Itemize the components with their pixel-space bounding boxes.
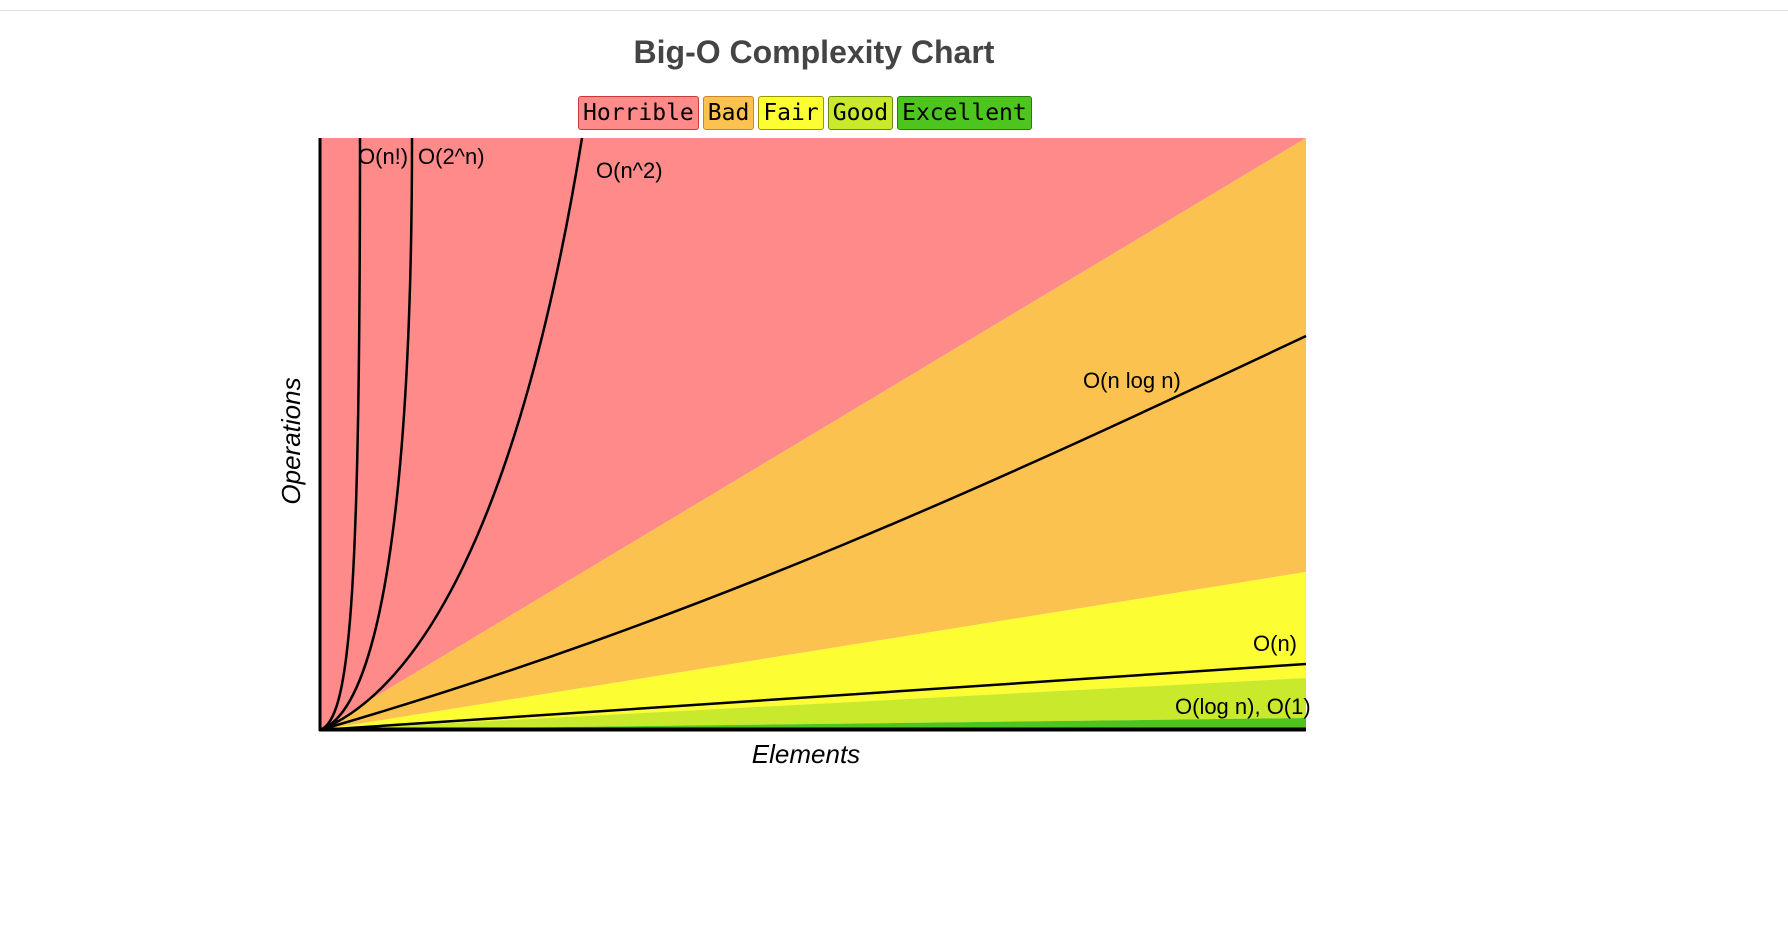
region-excellent [320, 718, 1306, 730]
label-log-n-constant: O(log n), O(1) [1175, 694, 1311, 719]
top-divider [0, 10, 1788, 11]
legend-good: Good [827, 96, 894, 130]
curve-2-power-n [319, 137, 414, 732]
legend-horrible: Horrible [578, 96, 699, 130]
curve-n [319, 662, 1307, 732]
curve-n-squared [319, 137, 584, 732]
label-n-factorial: O(n!) [358, 144, 408, 169]
legend-excellent: Excellent [897, 96, 1032, 130]
y-axis-label: Operations [276, 377, 306, 504]
region-fair [320, 572, 1306, 730]
region-bad [320, 138, 1306, 730]
legend-fair: Fair [758, 96, 824, 130]
label-2-power-n: O(2^n) [418, 144, 485, 169]
label-n-squared: O(n^2) [596, 158, 663, 183]
region-good [320, 678, 1306, 730]
legend: Horrible Bad Fair Good Excellent [578, 96, 1032, 130]
legend-bad: Bad [702, 96, 755, 130]
curve-n-log-n [319, 334, 1307, 732]
chart-title: Big-O Complexity Chart [633, 34, 995, 70]
label-n-log-n: O(n log n) [1083, 368, 1181, 393]
x-axis-label: Elements [752, 739, 860, 769]
curve-n-factorial [319, 137, 362, 732]
label-n: O(n) [1253, 631, 1297, 656]
